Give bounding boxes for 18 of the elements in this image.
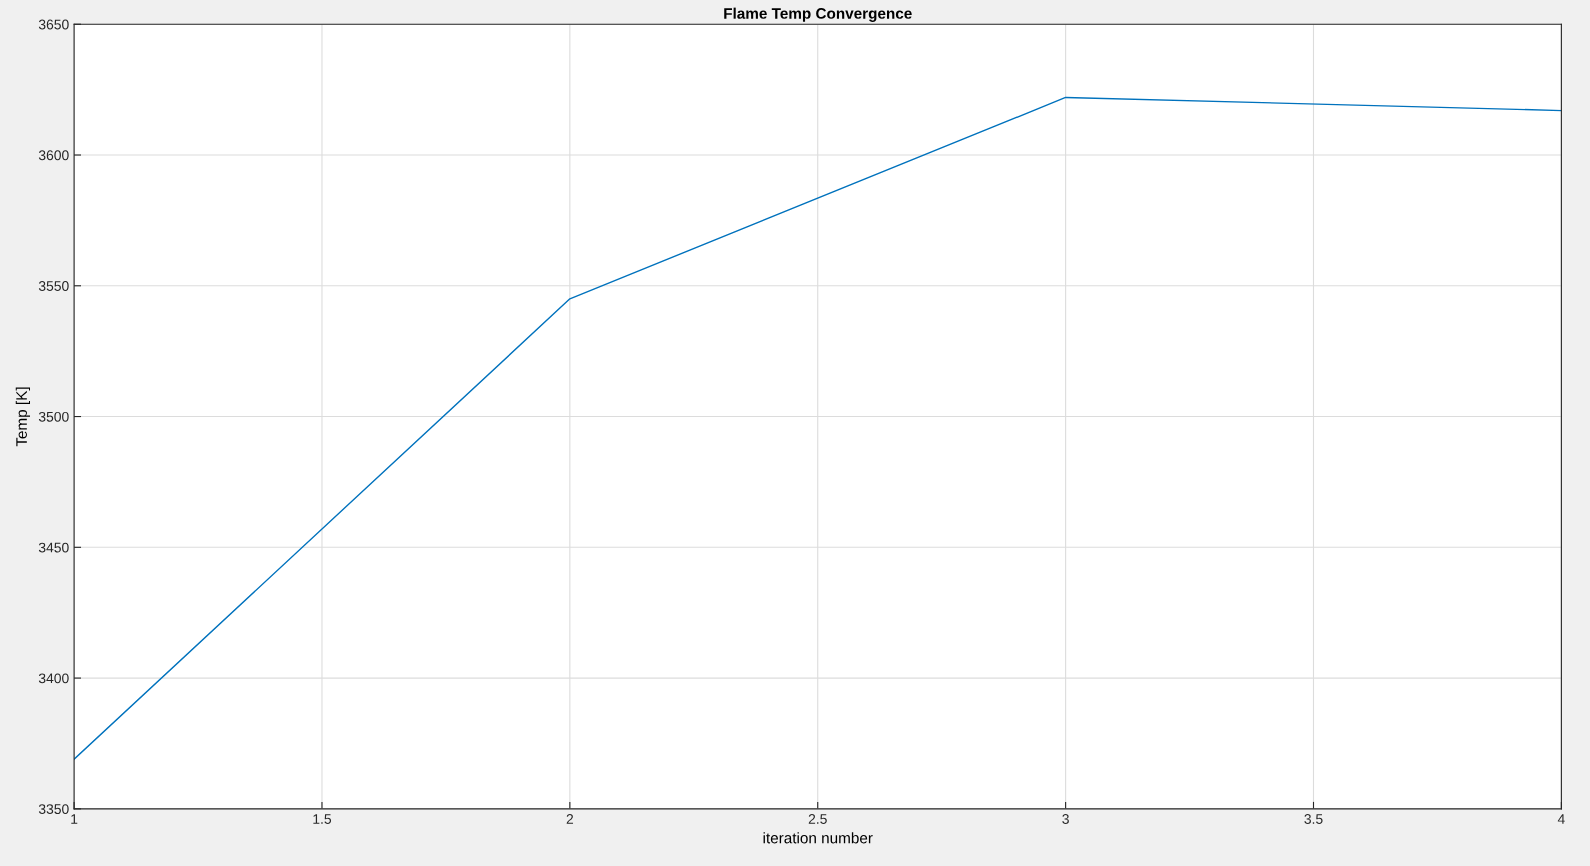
y-tick-label: 3550 bbox=[38, 281, 69, 291]
x-tick-label: 1.5 bbox=[313, 814, 332, 824]
x-tick-label: 2.5 bbox=[808, 814, 827, 824]
y-axis-title: Temp [K] bbox=[15, 387, 31, 447]
line-series bbox=[74, 96, 1562, 760]
x-tick-label: 2 bbox=[566, 814, 574, 824]
y-tick-label: 3350 bbox=[38, 804, 69, 815]
x-tick-label: 3 bbox=[1062, 814, 1069, 824]
y-tick-label: 3600 bbox=[38, 150, 69, 161]
x-tick-label: 4 bbox=[1557, 814, 1565, 824]
x-tick-label: 3.5 bbox=[1304, 814, 1323, 824]
y-tick-label: 3400 bbox=[38, 673, 69, 684]
y-tick-label: 3650 bbox=[38, 19, 69, 30]
y-tick-label: 3500 bbox=[38, 411, 69, 422]
x-tick-label: 1 bbox=[71, 814, 78, 824]
x-axis-title: iteration number bbox=[763, 832, 873, 844]
chart-title: Flame Temp Convergence bbox=[724, 7, 912, 22]
y-tick-label: 3450 bbox=[38, 542, 69, 553]
